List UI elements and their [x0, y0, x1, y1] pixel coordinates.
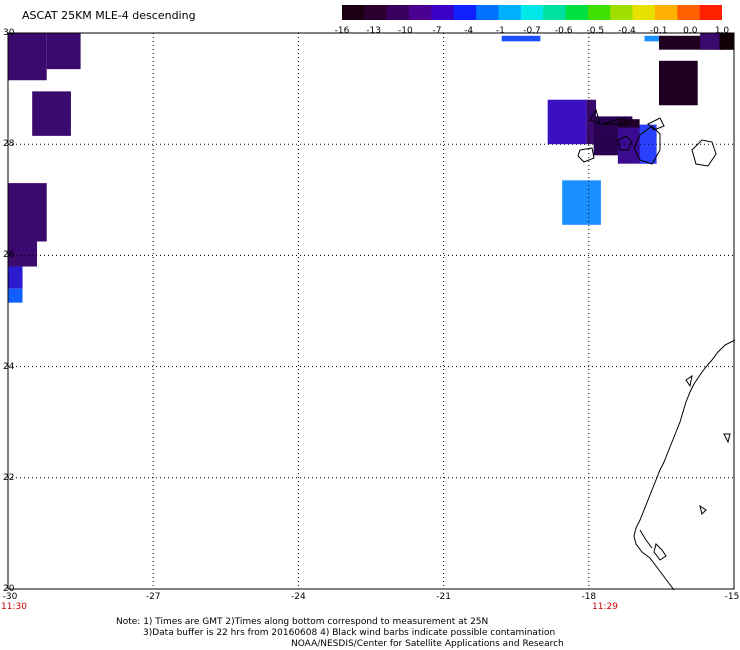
- island-western: [577, 147, 595, 163]
- data-cell: [700, 33, 725, 50]
- y-axis-label: 24: [3, 361, 15, 372]
- data-cell: [562, 180, 601, 225]
- note-line-1: Note: 1) Times are GMT 2)Times along bot…: [116, 617, 489, 627]
- colorbar-tick-label: -0.5: [586, 26, 605, 36]
- colorbar-tick-label: -13: [366, 26, 382, 36]
- data-cell: [32, 91, 71, 136]
- y-axis-label: 30: [3, 28, 15, 38]
- colorbar-swatch: [453, 5, 477, 20]
- x-axis-label: -24: [291, 592, 306, 602]
- data-cell: [8, 288, 23, 303]
- y-axis-label: 22: [3, 472, 15, 483]
- colorbar-swatch: [699, 5, 722, 20]
- colorbar-swatch: [610, 5, 634, 20]
- y-axis-label: 26: [3, 250, 15, 261]
- data-cell: [8, 266, 23, 289]
- colorbar-tick-label: -0.6: [554, 26, 573, 36]
- x-axis-label: -30: [2, 592, 18, 602]
- data-cell: [658, 60, 698, 106]
- colorbar-tick-label: -0.1: [649, 26, 668, 36]
- time-left: 11:30: [1, 602, 27, 612]
- data-cell: [46, 33, 81, 70]
- island-lapalma: [589, 108, 601, 125]
- africa-coastline: [633, 339, 736, 591]
- colorbar-tick-label: -4: [464, 26, 474, 36]
- island-tiny: [723, 433, 731, 444]
- data-cell: [8, 33, 47, 81]
- x-axis-label: -18: [581, 592, 597, 602]
- data-cell: [719, 33, 734, 50]
- colorbar-tick-label: 1.0: [714, 26, 730, 36]
- colorbar-tick-label: -7: [432, 26, 442, 36]
- data-cell: [586, 99, 597, 145]
- colorbar-tick-label: -1: [495, 26, 505, 36]
- data-cells: [8, 33, 734, 303]
- island-grancanaria: [633, 125, 661, 165]
- data-cell: [8, 183, 47, 242]
- colorbar-swatch: [654, 5, 678, 20]
- note-line-2: 3)Data buffer is 22 hrs from 20160608 4)…: [143, 628, 556, 638]
- time-right: 11:29: [592, 602, 618, 612]
- colorbar-tick-label: -0.4: [618, 26, 636, 36]
- colorbar-tick-label: -10: [397, 26, 413, 36]
- grid-lines: [8, 33, 734, 589]
- colorbar-swatch: [543, 5, 567, 20]
- colorbar-swatch: [431, 5, 455, 20]
- colorbar-swatch: [386, 5, 410, 20]
- island-small: [601, 117, 629, 125]
- colorbar-swatch: [587, 5, 611, 20]
- map-frame: [7, 32, 735, 590]
- coastline-inlet: [685, 374, 693, 388]
- colorbar-swatch: [677, 5, 701, 20]
- colorbar-swatch: [632, 5, 656, 20]
- coastline-inlet: [639, 529, 653, 549]
- colorbar-swatch: [342, 5, 365, 20]
- note-line-3: NOAA/NESDIS/Center for Satellite Applica…: [291, 639, 564, 649]
- y-axis-label: 20: [3, 584, 15, 594]
- colorbar-swatch: [409, 5, 432, 20]
- colorbar-swatch: [364, 5, 388, 20]
- data-cell: [644, 35, 659, 42]
- data-cell: [617, 119, 640, 128]
- colorbar-swatch: [565, 5, 589, 20]
- data-cell: [547, 99, 587, 145]
- colorbar-swatch: [498, 5, 522, 20]
- island-lanzarote: [647, 117, 665, 131]
- island-tenerife: [617, 135, 633, 151]
- colorbar-tick-label: -16: [334, 26, 350, 36]
- x-axis-label: -21: [436, 592, 451, 602]
- x-axis-label: -15: [724, 592, 740, 602]
- island-tiny: [699, 504, 707, 515]
- coastline-inlet: [653, 543, 667, 561]
- colorbar-tick-label: -0.7: [523, 26, 541, 36]
- y-axis-label: 28: [3, 139, 15, 150]
- colorbar-swatch: [476, 5, 499, 20]
- data-cell: [8, 241, 38, 267]
- data-cell: [501, 35, 541, 42]
- island-fuerteventura: [691, 139, 717, 167]
- coastline: [577, 108, 736, 591]
- colorbar: [342, 5, 722, 20]
- x-axis-label: -27: [145, 592, 161, 602]
- colorbar-tick-label: 0.0: [683, 26, 698, 36]
- colorbar-swatch: [520, 5, 544, 20]
- map-title: ASCAT 25KM MLE-4 descending: [22, 9, 196, 22]
